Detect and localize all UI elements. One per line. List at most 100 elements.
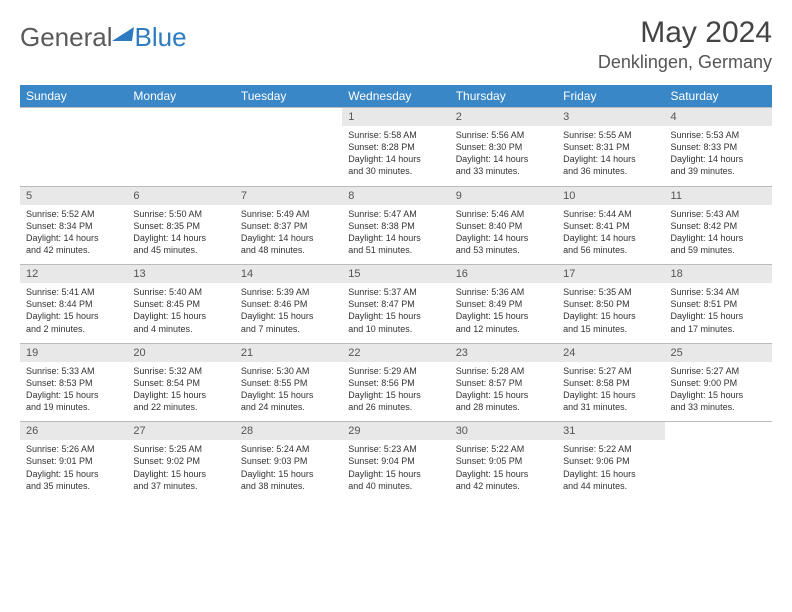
sunrise-text: Sunrise: 5:53 AM: [671, 129, 766, 141]
calendar-table: SundayMondayTuesdayWednesdayThursdayFrid…: [20, 85, 772, 500]
daylight-text-1: Daylight: 15 hours: [348, 468, 443, 480]
day-number-row: 12131415161718: [20, 265, 772, 284]
day-cell: Sunrise: 5:27 AMSunset: 9:00 PMDaylight:…: [665, 362, 772, 422]
sunrise-text: Sunrise: 5:44 AM: [563, 208, 658, 220]
sunrise-text: Sunrise: 5:22 AM: [563, 443, 658, 455]
daylight-text-1: Daylight: 14 hours: [563, 153, 658, 165]
daylight-text-1: Daylight: 15 hours: [26, 468, 121, 480]
sunset-text: Sunset: 9:03 PM: [241, 455, 336, 467]
weekday-header: Monday: [127, 85, 234, 108]
daylight-text-1: Daylight: 14 hours: [241, 232, 336, 244]
day-number: 12: [20, 265, 127, 284]
weekday-header: Wednesday: [342, 85, 449, 108]
sunset-text: Sunset: 8:49 PM: [456, 298, 551, 310]
day-number: 9: [450, 186, 557, 205]
day-cell: [665, 440, 772, 500]
daylight-text-1: Daylight: 14 hours: [671, 232, 766, 244]
day-cell: Sunrise: 5:28 AMSunset: 8:57 PMDaylight:…: [450, 362, 557, 422]
daylight-text-2: and 33 minutes.: [671, 401, 766, 413]
sunrise-text: Sunrise: 5:52 AM: [26, 208, 121, 220]
daylight-text-1: Daylight: 14 hours: [563, 232, 658, 244]
daylight-text-2: and 7 minutes.: [241, 323, 336, 335]
sunrise-text: Sunrise: 5:25 AM: [133, 443, 228, 455]
sunset-text: Sunset: 8:28 PM: [348, 141, 443, 153]
day-number: 18: [665, 265, 772, 284]
sunrise-text: Sunrise: 5:32 AM: [133, 365, 228, 377]
daylight-text-2: and 51 minutes.: [348, 244, 443, 256]
day-cell: Sunrise: 5:34 AMSunset: 8:51 PMDaylight:…: [665, 283, 772, 343]
daylight-text-2: and 17 minutes.: [671, 323, 766, 335]
daylight-text-2: and 24 minutes.: [241, 401, 336, 413]
daylight-text-1: Daylight: 15 hours: [133, 310, 228, 322]
sunset-text: Sunset: 8:56 PM: [348, 377, 443, 389]
day-number: 10: [557, 186, 664, 205]
daylight-text-2: and 22 minutes.: [133, 401, 228, 413]
brand-word-2: Blue: [135, 22, 187, 53]
day-number-row: 567891011: [20, 186, 772, 205]
sunset-text: Sunset: 8:57 PM: [456, 377, 551, 389]
day-cell: Sunrise: 5:44 AMSunset: 8:41 PMDaylight:…: [557, 205, 664, 265]
day-number: 30: [450, 422, 557, 441]
sunset-text: Sunset: 8:38 PM: [348, 220, 443, 232]
day-cell: Sunrise: 5:50 AMSunset: 8:35 PMDaylight:…: [127, 205, 234, 265]
sunrise-text: Sunrise: 5:50 AM: [133, 208, 228, 220]
day-number: 28: [235, 422, 342, 441]
sunset-text: Sunset: 8:54 PM: [133, 377, 228, 389]
day-number: 16: [450, 265, 557, 284]
day-cell: Sunrise: 5:37 AMSunset: 8:47 PMDaylight:…: [342, 283, 449, 343]
daylight-text-2: and 36 minutes.: [563, 165, 658, 177]
daylight-text-2: and 31 minutes.: [563, 401, 658, 413]
weekday-header-row: SundayMondayTuesdayWednesdayThursdayFrid…: [20, 85, 772, 108]
day-cell: Sunrise: 5:39 AMSunset: 8:46 PMDaylight:…: [235, 283, 342, 343]
day-number: 19: [20, 343, 127, 362]
sunset-text: Sunset: 8:47 PM: [348, 298, 443, 310]
day-number: 8: [342, 186, 449, 205]
daylight-text-1: Daylight: 15 hours: [133, 468, 228, 480]
day-cell: Sunrise: 5:46 AMSunset: 8:40 PMDaylight:…: [450, 205, 557, 265]
daylight-text-2: and 48 minutes.: [241, 244, 336, 256]
sunrise-text: Sunrise: 5:34 AM: [671, 286, 766, 298]
sunset-text: Sunset: 8:35 PM: [133, 220, 228, 232]
daylight-text-1: Daylight: 14 hours: [348, 153, 443, 165]
sunrise-text: Sunrise: 5:58 AM: [348, 129, 443, 141]
sunrise-text: Sunrise: 5:40 AM: [133, 286, 228, 298]
day-cell: [235, 126, 342, 186]
day-number: 20: [127, 343, 234, 362]
daylight-text-2: and 19 minutes.: [26, 401, 121, 413]
sunrise-text: Sunrise: 5:39 AM: [241, 286, 336, 298]
sunset-text: Sunset: 8:58 PM: [563, 377, 658, 389]
sunset-text: Sunset: 8:42 PM: [671, 220, 766, 232]
sunset-text: Sunset: 9:04 PM: [348, 455, 443, 467]
daylight-text-1: Daylight: 15 hours: [241, 468, 336, 480]
sunset-text: Sunset: 9:05 PM: [456, 455, 551, 467]
sunrise-text: Sunrise: 5:55 AM: [563, 129, 658, 141]
daylight-text-2: and 38 minutes.: [241, 480, 336, 492]
weekday-header: Thursday: [450, 85, 557, 108]
sunset-text: Sunset: 8:53 PM: [26, 377, 121, 389]
daylight-text-1: Daylight: 15 hours: [671, 310, 766, 322]
daylight-text-1: Daylight: 15 hours: [456, 310, 551, 322]
daylight-text-1: Daylight: 15 hours: [456, 468, 551, 480]
sunrise-text: Sunrise: 5:27 AM: [563, 365, 658, 377]
daylight-text-1: Daylight: 15 hours: [26, 310, 121, 322]
day-cell: Sunrise: 5:32 AMSunset: 8:54 PMDaylight:…: [127, 362, 234, 422]
day-number: 3: [557, 108, 664, 127]
sunset-text: Sunset: 8:41 PM: [563, 220, 658, 232]
day-cell: Sunrise: 5:26 AMSunset: 9:01 PMDaylight:…: [20, 440, 127, 500]
day-number: 2: [450, 108, 557, 127]
sunset-text: Sunset: 8:40 PM: [456, 220, 551, 232]
daylight-text-2: and 37 minutes.: [133, 480, 228, 492]
day-cell: Sunrise: 5:25 AMSunset: 9:02 PMDaylight:…: [127, 440, 234, 500]
sunrise-text: Sunrise: 5:30 AM: [241, 365, 336, 377]
day-cell: Sunrise: 5:35 AMSunset: 8:50 PMDaylight:…: [557, 283, 664, 343]
daylight-text-2: and 10 minutes.: [348, 323, 443, 335]
day-detail-row: Sunrise: 5:52 AMSunset: 8:34 PMDaylight:…: [20, 205, 772, 265]
weekday-header: Friday: [557, 85, 664, 108]
daylight-text-1: Daylight: 14 hours: [456, 153, 551, 165]
sunrise-text: Sunrise: 5:22 AM: [456, 443, 551, 455]
weekday-header: Saturday: [665, 85, 772, 108]
day-number: 4: [665, 108, 772, 127]
sunrise-text: Sunrise: 5:56 AM: [456, 129, 551, 141]
sunset-text: Sunset: 8:51 PM: [671, 298, 766, 310]
daylight-text-2: and 40 minutes.: [348, 480, 443, 492]
